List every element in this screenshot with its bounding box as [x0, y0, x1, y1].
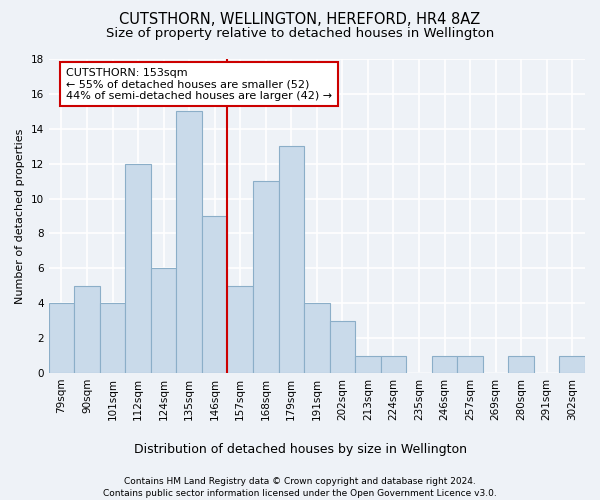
Bar — [457, 356, 483, 373]
Bar — [74, 286, 100, 373]
Bar — [100, 303, 125, 373]
Bar — [227, 286, 253, 373]
Bar — [125, 164, 151, 373]
Text: Size of property relative to detached houses in Wellington: Size of property relative to detached ho… — [106, 28, 494, 40]
Bar — [202, 216, 227, 373]
Bar — [355, 356, 380, 373]
Text: Contains HM Land Registry data © Crown copyright and database right 2024.: Contains HM Land Registry data © Crown c… — [124, 478, 476, 486]
Bar — [304, 303, 329, 373]
Bar — [253, 181, 278, 373]
Text: Distribution of detached houses by size in Wellington: Distribution of detached houses by size … — [133, 442, 467, 456]
Bar — [278, 146, 304, 373]
Bar — [508, 356, 534, 373]
Bar — [432, 356, 457, 373]
Bar — [329, 320, 355, 373]
Bar — [380, 356, 406, 373]
Text: CUTSTHORN: 153sqm
← 55% of detached houses are smaller (52)
44% of semi-detached: CUTSTHORN: 153sqm ← 55% of detached hous… — [66, 68, 332, 101]
Y-axis label: Number of detached properties: Number of detached properties — [15, 128, 25, 304]
Text: Contains public sector information licensed under the Open Government Licence v3: Contains public sector information licen… — [103, 489, 497, 498]
Bar — [49, 303, 74, 373]
Bar — [176, 112, 202, 373]
Text: CUTSTHORN, WELLINGTON, HEREFORD, HR4 8AZ: CUTSTHORN, WELLINGTON, HEREFORD, HR4 8AZ — [119, 12, 481, 28]
Bar — [559, 356, 585, 373]
Bar — [151, 268, 176, 373]
